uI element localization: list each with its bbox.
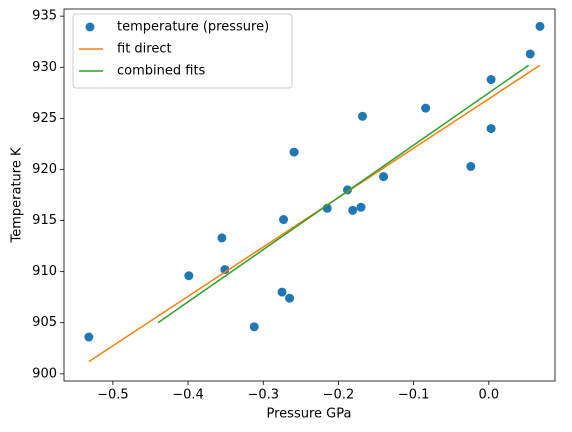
scatter-point xyxy=(421,103,431,113)
y-tick-label: 915 xyxy=(32,213,57,228)
scatter-point xyxy=(535,21,545,31)
y-tick-label: 905 xyxy=(32,315,57,330)
scatter-point xyxy=(466,161,476,171)
legend-box xyxy=(72,13,293,89)
y-tick-label: 920 xyxy=(32,162,57,177)
legend: temperature (pressure) fit direct combined… xyxy=(72,13,293,89)
scatter-point xyxy=(220,265,230,275)
scatter-point xyxy=(277,287,287,297)
x-tick-label: −0.3 xyxy=(247,388,279,403)
scatter-point xyxy=(358,111,368,121)
scatter-point xyxy=(486,75,496,85)
scatter-point xyxy=(356,202,366,212)
y-tick-label: 930 xyxy=(32,60,57,75)
x-tick-label: −0.4 xyxy=(172,388,204,403)
legend-label: fit direct xyxy=(117,42,172,57)
y-axis-label: Temperature K xyxy=(10,147,25,243)
scatter-point xyxy=(379,172,389,182)
scatter-point xyxy=(486,124,496,134)
line xyxy=(157,64,530,324)
x-tick-label: −0.2 xyxy=(323,388,355,403)
legend-marker xyxy=(85,22,95,32)
scatter-point xyxy=(84,332,94,342)
legend-label: temperature (pressure) xyxy=(117,20,269,35)
x-axis-label: Pressure GPa xyxy=(267,407,352,422)
scatter-point xyxy=(217,233,227,243)
scatter-point xyxy=(249,322,259,332)
legend-label: combined fits xyxy=(117,64,206,79)
x-tick-label: −0.5 xyxy=(97,388,129,403)
plot-frame xyxy=(63,8,556,382)
scatter-point xyxy=(279,215,289,225)
x-tick-label: −0.1 xyxy=(398,388,430,403)
y-tick-label: 910 xyxy=(32,264,57,279)
y-tick-label: 925 xyxy=(32,111,57,126)
scatter-point xyxy=(348,205,358,215)
scatter-point xyxy=(289,147,299,157)
y-tick-label: 900 xyxy=(32,366,57,381)
x-tick-label: 0.0 xyxy=(478,388,499,403)
scatter-point xyxy=(285,293,295,303)
scatter-point xyxy=(184,271,194,281)
y-tick-label: 935 xyxy=(32,9,57,24)
scatter-point xyxy=(525,49,535,59)
